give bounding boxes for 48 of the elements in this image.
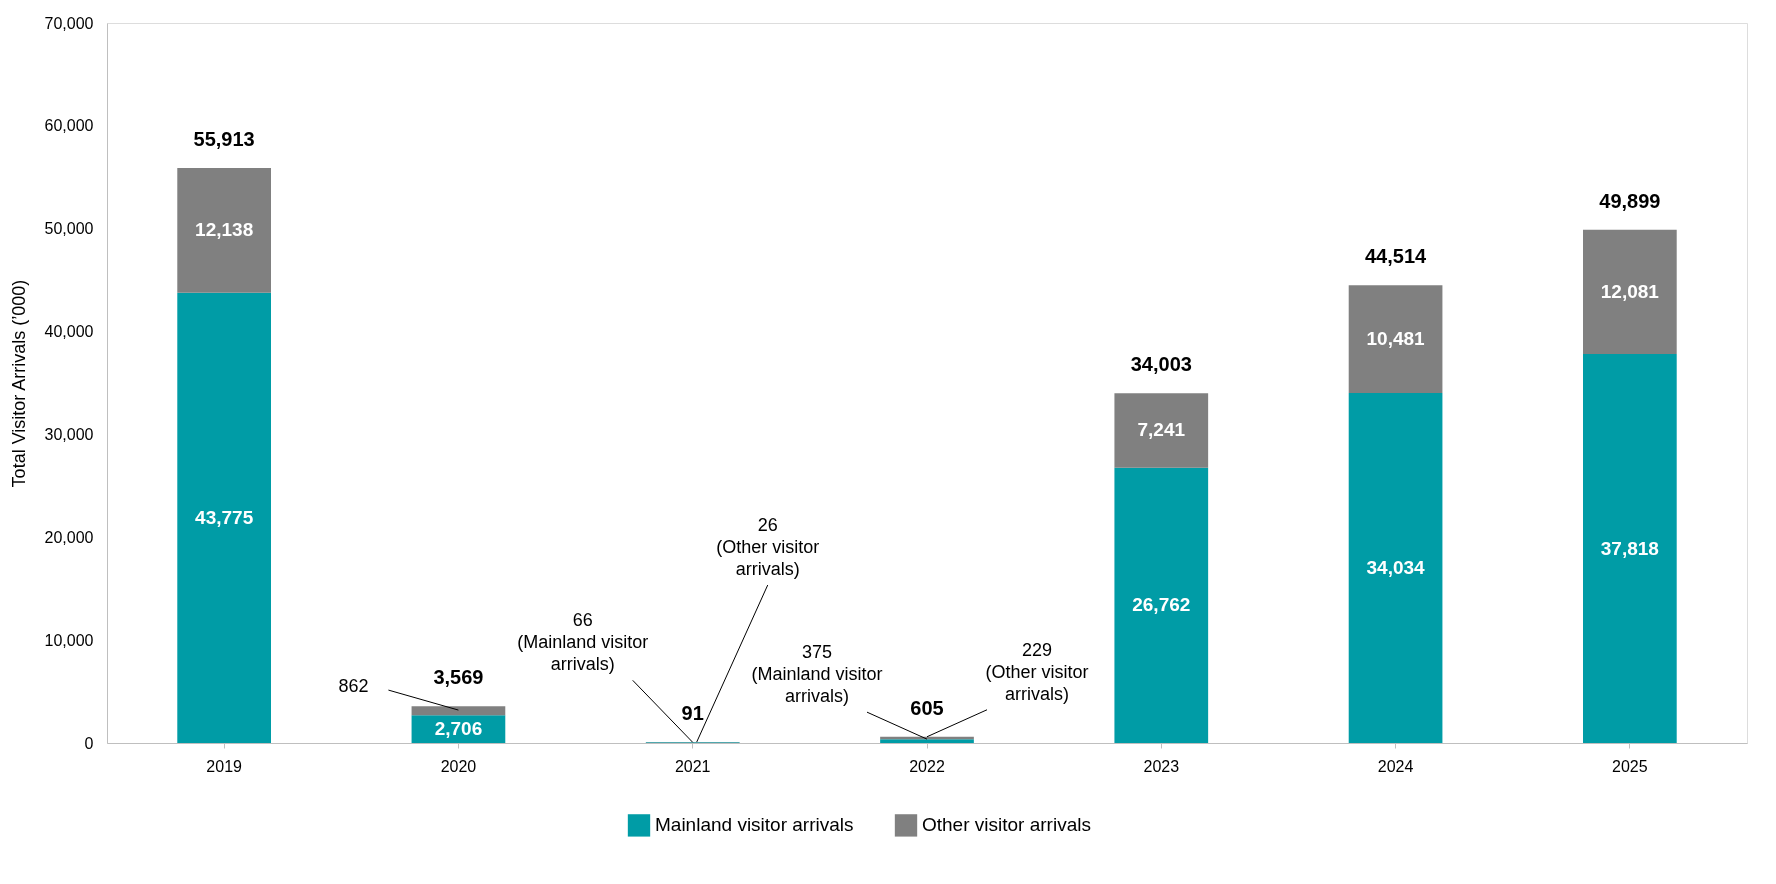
y-tick-label: 20,000 [44,528,94,546]
bar [177,167,271,293]
data-label: 26,762 [1132,594,1191,616]
y-tick-label: 10,000 [44,631,94,649]
y-tick-label: 40,000 [44,323,94,341]
x-tick-label: 2022 [909,757,945,775]
total-label: 3,569 [433,666,484,689]
data-label: 34,034 [1366,556,1426,578]
bar [1583,354,1677,743]
annotation: 862 [338,676,369,697]
total-label: 34,003 [1130,353,1192,376]
bar [1348,285,1443,393]
legend-label: Mainland visitor arrivals [655,814,854,836]
bar [1114,393,1209,468]
bar [1583,229,1677,355]
total-label: 49,899 [1599,189,1661,212]
x-tick-label: 2021 [674,757,711,775]
x-tick-label: 2023 [1143,757,1180,775]
y-tick-label: 70,000 [44,14,94,32]
y-axis-title: Total Visitor Arrivals (’000) [8,279,29,488]
y-tick-label: 50,000 [44,220,94,238]
bar [411,706,506,716]
data-label: 10,481 [1366,328,1426,350]
annotation: 375 (Mainland visitor arrivals) [751,642,883,707]
total-label: 55,913 [193,127,255,150]
data-label: 12,081 [1600,280,1660,302]
x-tick-label: 2019 [206,757,243,775]
data-label: 37,818 [1600,537,1659,559]
data-label: 43,775 [195,506,254,528]
bar [1114,467,1209,743]
data-label: 12,138 [195,219,254,241]
bar [1348,392,1443,743]
x-tick-label: 2024 [1377,757,1414,775]
total-label: 605 [910,696,944,719]
annotation: 26 (Other visitor arrivals) [716,515,820,580]
y-tick-label: 30,000 [44,425,94,443]
legend-label: Other visitor arrivals [922,814,1091,836]
total-label: 44,514 [1364,245,1428,268]
total-label: 91 [681,702,704,725]
data-label: 2,706 [434,718,483,740]
x-tick-label: 2025 [1612,757,1648,775]
data-label: 7,241 [1137,419,1186,441]
annotation: 66 (Mainland visitor arrivals) [517,610,649,675]
bar [177,292,271,743]
y-tick-label: 60,000 [44,117,94,135]
x-tick-label: 2020 [440,757,477,775]
annotation: 229 (Other visitor arrivals) [985,639,1089,704]
y-tick-label: 0 [84,734,94,752]
